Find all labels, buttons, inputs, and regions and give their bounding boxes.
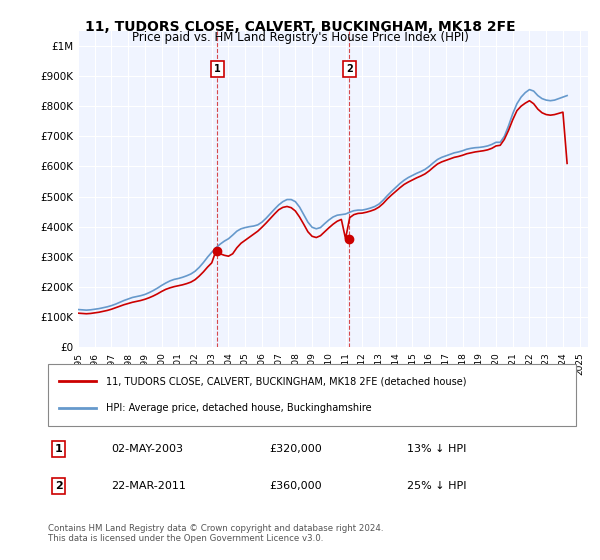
Text: £360,000: £360,000 (270, 481, 322, 491)
Text: Price paid vs. HM Land Registry's House Price Index (HPI): Price paid vs. HM Land Registry's House … (131, 31, 469, 44)
Text: 1: 1 (214, 64, 221, 74)
Text: 22-MAR-2011: 22-MAR-2011 (112, 481, 186, 491)
Text: 11, TUDORS CLOSE, CALVERT, BUCKINGHAM, MK18 2FE (detached house): 11, TUDORS CLOSE, CALVERT, BUCKINGHAM, M… (106, 376, 467, 386)
Text: 02-MAY-2003: 02-MAY-2003 (112, 444, 184, 454)
Text: HPI: Average price, detached house, Buckinghamshire: HPI: Average price, detached house, Buck… (106, 403, 372, 413)
Text: Contains HM Land Registry data © Crown copyright and database right 2024.
This d: Contains HM Land Registry data © Crown c… (48, 524, 383, 543)
Text: £320,000: £320,000 (270, 444, 323, 454)
Text: 2: 2 (55, 481, 62, 491)
Text: 13% ↓ HPI: 13% ↓ HPI (407, 444, 466, 454)
Text: 1: 1 (55, 444, 62, 454)
Text: 2: 2 (346, 64, 353, 74)
Text: 11, TUDORS CLOSE, CALVERT, BUCKINGHAM, MK18 2FE: 11, TUDORS CLOSE, CALVERT, BUCKINGHAM, M… (85, 20, 515, 34)
Text: 25% ↓ HPI: 25% ↓ HPI (407, 481, 467, 491)
FancyBboxPatch shape (48, 364, 576, 426)
